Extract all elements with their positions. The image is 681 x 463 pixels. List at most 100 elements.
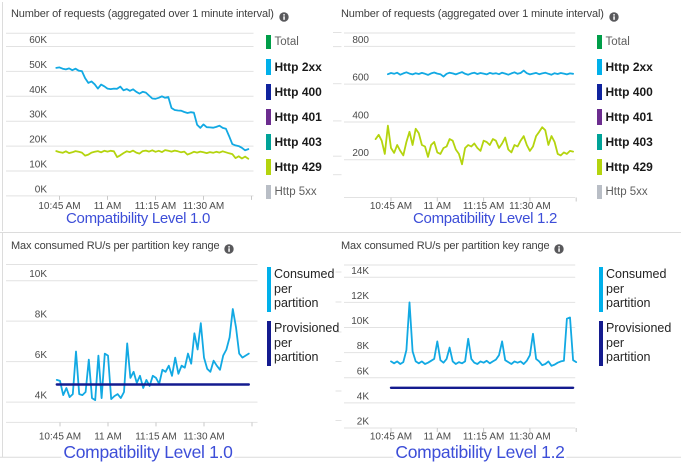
x-axis-label: 10:45 AM xyxy=(38,201,80,212)
legend-item-http-2xx[interactable]: Http 2xx xyxy=(266,59,322,75)
legend-requests-1-0: Total Http 2xx Http 400 Http 401 Http 403 Htt… xyxy=(266,34,322,209)
x-axis-label: 11 AM xyxy=(423,432,451,443)
legend-item-http-403[interactable]: Http 403 xyxy=(266,134,322,150)
legend-label: Http 400 xyxy=(274,85,322,99)
legend-swatch xyxy=(266,185,271,199)
legend-swatch xyxy=(597,109,602,125)
legend-label: Http 5xx xyxy=(274,186,317,198)
legend-item-total[interactable]: Total xyxy=(266,34,322,50)
chart-plot-requests-level-1-2: 800 600 400 200 10:45 AM 11 AM 11:15 AM 11:30 A… xyxy=(344,32,577,212)
legend-item-consumed-per-partition[interactable]: Consumed per partition xyxy=(598,267,667,312)
gridlines xyxy=(344,32,576,198)
y-axis-labels: 10K 8K 6K 4K xyxy=(29,269,47,401)
y-axis-label: 0K xyxy=(35,184,48,195)
x-axis-label: 10:45 AM xyxy=(370,201,412,212)
chart-title: Number of requests (aggregated over 1 mi… xyxy=(11,8,274,20)
legend-label: Provisioned per partition xyxy=(606,321,672,365)
y-axis-label: 200 xyxy=(352,148,369,159)
chart-caption: Compatibility Level 1.0 xyxy=(63,210,213,227)
legend-label: Http 429 xyxy=(605,160,653,174)
info-icon[interactable] xyxy=(554,241,565,254)
legend-item-total[interactable]: Total xyxy=(597,34,653,50)
y-axis-label: 10K xyxy=(29,159,47,170)
y-axis-labels: 800 600 400 200 xyxy=(352,35,369,159)
y-axis-labels: 14K 12K 10K 8K 6K 4K 2K xyxy=(351,266,369,428)
x-axis: 10:45 AM 11 AM 11:15 AM 11:30 AM xyxy=(370,428,577,443)
info-icon[interactable] xyxy=(279,9,289,22)
legend-item-http-5xx[interactable]: Http 5xx xyxy=(597,184,653,200)
legend-item-http-400[interactable]: Http 400 xyxy=(597,84,653,100)
x-axis-label: 10:45 AM xyxy=(39,432,81,443)
chart-title: Max consumed RU/s per partition key rang… xyxy=(11,240,220,252)
gridlines xyxy=(344,264,576,429)
y-axis-label: 4K xyxy=(35,391,48,402)
legend-label: Http 2xx xyxy=(274,60,322,74)
chart-caption: Compatibility Level 1.2 xyxy=(410,210,560,227)
info-icon[interactable] xyxy=(224,241,235,254)
chart-title: Max consumed RU/s per partition key rang… xyxy=(341,240,550,252)
legend-item-provisioned-per-partition[interactable]: Provisioned per partition xyxy=(266,321,339,366)
legend-item-consumed-per-partition[interactable]: Consumed per partition xyxy=(266,267,334,312)
legend-item-http-401[interactable]: Http 401 xyxy=(597,109,653,125)
y-axis-label: 2K xyxy=(357,417,370,428)
x-axis-label: 11 AM xyxy=(94,432,122,443)
legend-item-http-401[interactable]: Http 401 xyxy=(266,109,322,125)
legend-swatch xyxy=(266,267,271,312)
legend-swatch xyxy=(266,159,271,175)
info-icon[interactable] xyxy=(609,9,619,22)
legend-swatch xyxy=(597,59,602,75)
y-axis-labels: 60K 50K 40K 30K 20K 10K 0K xyxy=(29,35,47,195)
y-axis-label: 60K xyxy=(29,35,47,46)
x-axis-label: 11 AM xyxy=(94,201,122,212)
legend-swatch xyxy=(597,185,602,199)
legend-item-http-403[interactable]: Http 403 xyxy=(597,134,653,150)
legend-swatch xyxy=(598,321,603,366)
y-axis-label: 6K xyxy=(35,350,48,361)
x-axis: 10:45 AM 11 AM 11:15 AM 11:30 AM xyxy=(39,422,253,443)
title-row-requests-1-2: Number of requests (aggregated over 1 mi… xyxy=(341,8,619,22)
legend-item-http-5xx[interactable]: Http 5xx xyxy=(266,184,322,200)
y-axis-label: 30K xyxy=(29,110,47,121)
y-axis-label: 50K xyxy=(29,60,47,71)
legend-label: Http 403 xyxy=(274,135,322,149)
y-axis-label: 800 xyxy=(352,35,369,46)
y-axis-label: 6K xyxy=(357,366,370,377)
y-axis-label: 400 xyxy=(352,110,369,121)
legend-item-http-400[interactable]: Http 400 xyxy=(266,84,322,100)
series-line-http-429 xyxy=(55,149,250,160)
legend-label: Http 400 xyxy=(605,85,653,99)
legend-ru-1-0: Consumed per partition Provisioned per pa… xyxy=(266,267,339,375)
legend-label: Http 401 xyxy=(605,110,653,124)
legend-label: Http 401 xyxy=(274,110,322,124)
y-axis-label: 10K xyxy=(351,316,369,327)
y-axis-label: 8K xyxy=(35,310,48,321)
x-axis-label: 11:30 AM xyxy=(183,201,225,212)
legend-swatch xyxy=(266,84,271,100)
y-axis-label: 20K xyxy=(29,135,47,146)
legend-label: Http 403 xyxy=(605,135,653,149)
legend-item-http-429[interactable]: Http 429 xyxy=(597,159,653,175)
series-line-http-429 xyxy=(374,124,574,166)
legend-ru-1-2: Consumed per partition Provisioned per pa… xyxy=(598,267,672,375)
legend-item-http-2xx[interactable]: Http 2xx xyxy=(597,59,653,75)
legend-swatch xyxy=(266,59,271,75)
y-axis-label: 14K xyxy=(351,266,369,277)
y-axis-label: 600 xyxy=(352,73,369,84)
legend-label: Consumed per partition xyxy=(606,267,667,311)
x-axis-label: 11:15 AM xyxy=(135,201,177,212)
title-row-requests-1-0: Number of requests (aggregated over 1 mi… xyxy=(11,8,289,22)
legend-item-http-429[interactable]: Http 429 xyxy=(266,159,322,175)
legend-label: Http 5xx xyxy=(605,186,648,198)
y-axis-label: 12K xyxy=(351,291,369,302)
legend-label: Http 429 xyxy=(274,160,322,174)
title-row-ru-1-0: Max consumed RU/s per partition key rang… xyxy=(11,240,235,254)
x-axis-label: 10:45 AM xyxy=(370,432,412,443)
gridlines xyxy=(6,264,258,423)
x-axis: 10:45 AM 11 AM 11:15 AM 11:30 AM xyxy=(370,197,577,212)
x-axis-label: 11 AM xyxy=(423,201,451,212)
legend-item-provisioned-per-partition[interactable]: Provisioned per partition xyxy=(598,321,672,366)
x-axis-label: 11:30 AM xyxy=(183,432,225,443)
y-axis-label: 10K xyxy=(29,269,47,280)
